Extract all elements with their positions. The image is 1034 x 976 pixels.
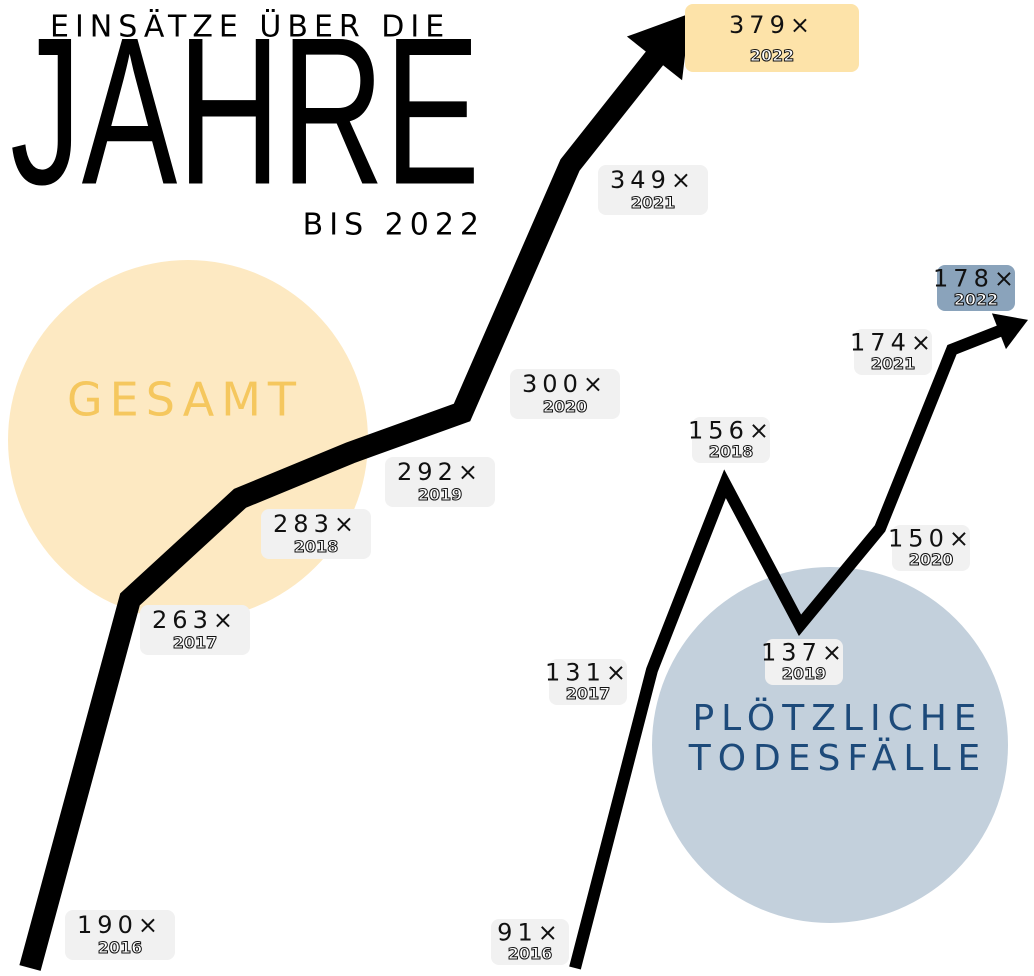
series-circle xyxy=(8,260,368,620)
year-label: 2021 xyxy=(871,354,916,373)
value-label: 156× xyxy=(688,417,774,445)
value-label: 300× xyxy=(522,370,608,398)
year-label: 2019 xyxy=(418,485,463,504)
value-label: 131× xyxy=(545,659,631,687)
label-box xyxy=(65,910,175,960)
year-label: 2020 xyxy=(909,550,954,569)
year-label: 2022 xyxy=(750,46,795,65)
label-box xyxy=(692,417,770,463)
year-label: 2016 xyxy=(98,938,143,957)
year-label: 2017 xyxy=(566,684,611,703)
label-box xyxy=(549,659,627,705)
label-box xyxy=(491,919,569,965)
year-label: 2018 xyxy=(294,537,339,556)
label-box xyxy=(892,525,970,571)
value-label: 190× xyxy=(77,911,163,939)
label-box xyxy=(385,457,495,507)
title: JAHRE xyxy=(10,0,480,228)
label-box xyxy=(510,369,620,419)
label-box xyxy=(598,165,708,215)
year-label: 2022 xyxy=(954,290,999,309)
arrow-head xyxy=(626,13,690,81)
value-label: 263× xyxy=(152,606,238,634)
value-label: 150× xyxy=(888,525,974,553)
label-box xyxy=(937,265,1015,311)
year-label: 2019 xyxy=(782,664,827,683)
label-box xyxy=(765,639,843,685)
series-line xyxy=(569,323,1007,970)
label-box xyxy=(261,509,371,559)
series-name: GESAMT xyxy=(67,373,303,427)
series-name: PLÖTZLICHE TODESFÄLLE xyxy=(688,697,988,779)
year-label: 2020 xyxy=(543,397,588,416)
year-label: 2017 xyxy=(173,633,218,652)
year-label: 2018 xyxy=(709,442,754,461)
label-box xyxy=(685,4,859,72)
title-bottom: BIS 2022 xyxy=(303,208,485,243)
value-label: 349× xyxy=(610,166,696,194)
year-label: 2021 xyxy=(631,193,676,212)
series-line xyxy=(19,42,671,971)
label-box xyxy=(140,605,250,655)
label-box xyxy=(854,329,932,375)
value-label: 283× xyxy=(273,510,359,538)
series-circle xyxy=(652,567,1008,923)
arrow-head xyxy=(991,313,1028,350)
value-label: 178× xyxy=(933,265,1019,293)
value-label: 379× xyxy=(729,11,815,39)
year-label: 2016 xyxy=(508,944,553,963)
value-label: 137× xyxy=(761,639,847,667)
value-label: 174× xyxy=(850,329,936,357)
value-label: 292× xyxy=(397,458,483,486)
title-top: EINSÄTZE ÜBER DIE xyxy=(50,9,450,45)
value-label: 91× xyxy=(497,919,563,947)
